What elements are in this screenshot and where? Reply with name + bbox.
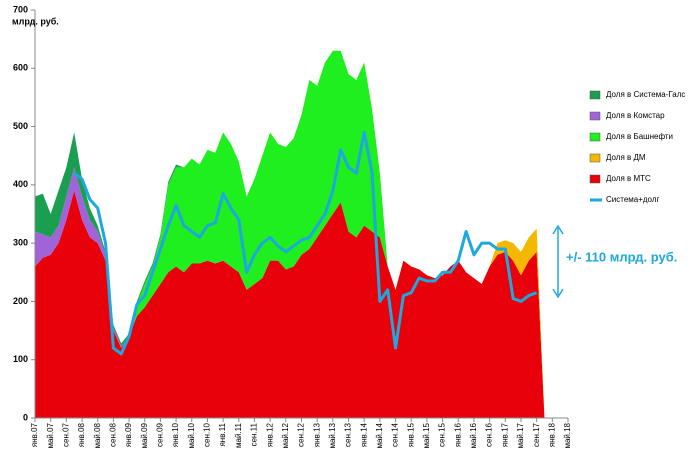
y-tick-label: 400 xyxy=(13,179,28,189)
x-tick-label: сен.07 xyxy=(61,422,70,447)
x-tick-label: май.16 xyxy=(469,422,478,448)
x-tick-label: май.18 xyxy=(563,422,572,448)
x-tick-label: май.10 xyxy=(187,422,196,448)
x-tick-label: янв.11 xyxy=(218,422,227,446)
legend-swatch xyxy=(589,90,601,100)
x-tick-label: янв.09 xyxy=(124,422,133,447)
legend-label: Доля в Башнефти xyxy=(606,132,673,141)
legend-swatch xyxy=(589,111,601,121)
x-tick-label: сен.09 xyxy=(156,422,165,447)
legend-label: Доля в Комстар xyxy=(606,111,665,120)
legend-label: Доля в МТС xyxy=(606,174,651,183)
x-tick-label: май.07 xyxy=(46,422,55,448)
x-tick-label: май.17 xyxy=(516,422,525,448)
x-tick-label: янв.13 xyxy=(312,422,321,447)
arrow-heads xyxy=(552,224,564,299)
plot: 0 100 200 300 400 500 600 700 янв.07 май.07 сен.07… xyxy=(13,4,685,448)
y-tick-label: 100 xyxy=(13,354,28,364)
x-tick-label: май.09 xyxy=(140,422,149,448)
y-tick-label: 200 xyxy=(13,296,28,306)
y-tick-label: 600 xyxy=(13,63,28,73)
y-tick-label: 0 xyxy=(23,412,28,422)
legend-swatch xyxy=(589,132,601,142)
legend-label: Доля в ДМ xyxy=(606,153,646,162)
legend-label: Система+долг xyxy=(606,195,660,204)
x-tick-label: май.11 xyxy=(234,422,243,447)
area xyxy=(35,190,545,418)
x-tick-label: янв.18 xyxy=(547,422,556,447)
y-tick-label: 500 xyxy=(13,121,28,131)
x-tick-label: май.14 xyxy=(375,422,384,448)
x-tick-label: янв.08 xyxy=(77,422,86,447)
area xyxy=(35,50,545,419)
x-tick-label: май.12 xyxy=(281,422,290,448)
x-tick-label: май.08 xyxy=(93,422,102,448)
y-tick-label: 700 xyxy=(13,4,28,14)
x-tick-label: янв.15 xyxy=(406,422,415,447)
x-tick-label: май.15 xyxy=(422,422,431,448)
x-tick-label: сен.16 xyxy=(485,422,494,447)
x-tick-label: янв.12 xyxy=(265,422,274,447)
legend-swatch xyxy=(589,153,601,163)
x-tick-label: янв.17 xyxy=(500,422,509,447)
x-tick-label: янв.14 xyxy=(359,422,368,447)
y-axis-label: млрд. руб. xyxy=(12,16,59,26)
x-tick-label: май.13 xyxy=(328,422,337,448)
x-tick-label: сен.13 xyxy=(344,422,353,447)
x-tick-label: сен.11 xyxy=(250,422,259,446)
legend-swatch xyxy=(589,174,601,184)
x-tick-label: сен.08 xyxy=(108,422,117,447)
x-tick-label: сен.10 xyxy=(203,422,212,447)
annotation: +/- 110 млрд. руб. xyxy=(566,249,677,264)
line xyxy=(73,130,538,356)
x-tick-label: сен.12 xyxy=(297,422,306,447)
x-tick-label: янв.10 xyxy=(171,422,180,447)
legend-label: Доля в Система-Галс xyxy=(606,90,685,99)
y-tick-label: 300 xyxy=(13,238,28,248)
x-tick-label: сен.14 xyxy=(391,422,400,447)
x-tick-label: сен.15 xyxy=(438,422,447,447)
x-tick-label: сен.17 xyxy=(532,422,541,447)
x-tick-label: янв.16 xyxy=(453,422,462,447)
x-tick-label: янв.07 xyxy=(30,422,39,447)
